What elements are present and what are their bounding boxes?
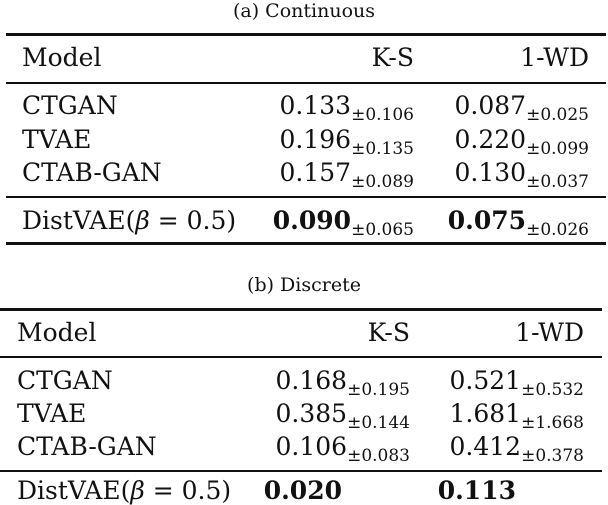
table-a-row-ks: 0.157±0.089: [279, 158, 415, 191]
table-b-row-model: CTGAN: [17, 366, 113, 395]
table-a-bottom-rule: [6, 242, 606, 245]
ks-sd: ±0.135: [351, 139, 414, 159]
wd-value: 0.113: [437, 476, 516, 505]
table-a-final-wd: 0.075±0.026: [447, 206, 589, 239]
beta-symbol: β: [135, 206, 150, 235]
ks-sd: ±0.065: [351, 220, 414, 240]
wd-sd: ±1.668: [521, 413, 584, 433]
model-name: DistVAE(: [17, 476, 131, 505]
table-a-header-model: Model: [22, 43, 102, 72]
table-a-final-ks: 0.090±0.065: [272, 206, 414, 239]
wd-sd: ±0.026: [526, 220, 589, 240]
table-b-header-ks: K-S: [367, 318, 410, 347]
table-b-row-model: CTAB-GAN: [17, 432, 157, 461]
table-b-mid-rule: [0, 356, 602, 358]
ks-value: 0.157: [279, 158, 352, 187]
wd-sd: ±0.025: [526, 105, 589, 125]
ks-value: 0.196: [279, 125, 352, 154]
ks-sd: ±0.144: [347, 413, 410, 433]
wd-value: 0.412: [449, 432, 522, 461]
table-a-row-wd: 0.220±0.099: [454, 125, 590, 158]
model-name: DistVAE(: [22, 206, 136, 235]
table-b-row-model: TVAE: [17, 399, 87, 428]
wd-value: 0.087: [454, 91, 527, 120]
table-a-final-model: DistVAE(β = 0.5): [22, 208, 236, 233]
wd-value: 0.220: [454, 125, 527, 154]
wd-value: 1.681: [449, 399, 522, 428]
table-a-row-wd: 0.087±0.025: [454, 91, 590, 124]
table-a-sep-rule: [6, 196, 606, 198]
ks-value: 0.106: [275, 432, 348, 461]
beta-value: = 0.5): [144, 476, 232, 505]
beta-symbol: β: [130, 476, 145, 505]
wd-value: 0.521: [449, 366, 522, 395]
table-a-row-model: CTAB-GAN: [22, 158, 162, 187]
table-b-final-wd: 0.113: [438, 478, 516, 503]
wd-value: 0.130: [454, 158, 527, 187]
wd-sd: ±0.532: [521, 380, 584, 400]
wd-value: 0.075: [447, 206, 527, 235]
table-b-final-model: DistVAE(β = 0.5): [17, 478, 231, 503]
beta-value: = 0.5): [149, 206, 237, 235]
ks-value: 0.385: [275, 399, 348, 428]
ks-value: 0.168: [275, 366, 348, 395]
table-a-mid-rule: [6, 82, 606, 84]
ks-value: 0.133: [279, 91, 352, 120]
table-a-row-ks: 0.196±0.135: [279, 125, 415, 158]
table-a-header-ks: K-S: [371, 43, 414, 72]
table-b-row-ks: 0.385±0.144: [275, 399, 411, 432]
table-a-row-model: TVAE: [22, 125, 92, 154]
table-b-header-model: Model: [17, 318, 97, 347]
table-b-sep-rule: [0, 470, 602, 472]
table-b-row-ks: 0.106±0.083: [275, 432, 411, 465]
table-b-row-wd: 0.521±0.532: [449, 366, 585, 399]
wd-sd: ±0.037: [526, 172, 589, 192]
ks-value: 0.090: [272, 206, 352, 235]
table-b-row-wd: 1.681±1.668: [449, 399, 585, 432]
table-b-top-rule: [0, 308, 602, 311]
table-b-row-ks: 0.168±0.195: [275, 366, 411, 399]
ks-sd: ±0.089: [351, 172, 414, 192]
table-b-header-wd: 1-WD: [515, 318, 584, 347]
table-b-final-ks: 0.020: [264, 478, 342, 503]
table-b-caption: (b) Discrete: [247, 274, 361, 296]
table-a-header-wd: 1-WD: [520, 43, 589, 72]
wd-sd: ±0.099: [526, 139, 589, 159]
ks-value: 0.020: [263, 476, 342, 505]
table-a-row-wd: 0.130±0.037: [454, 158, 590, 191]
ks-sd: ±0.083: [347, 446, 410, 466]
ks-sd: ±0.106: [351, 105, 414, 125]
table-b-row-wd: 0.412±0.378: [449, 432, 585, 465]
ks-sd: ±0.195: [347, 380, 410, 400]
table-a-row-model: CTGAN: [22, 91, 118, 120]
table-a-top-rule: [6, 33, 606, 36]
table-a-row-ks: 0.133±0.106: [279, 91, 415, 124]
table-a-caption: (a) Continuous: [232, 0, 376, 22]
wd-sd: ±0.378: [521, 446, 584, 466]
